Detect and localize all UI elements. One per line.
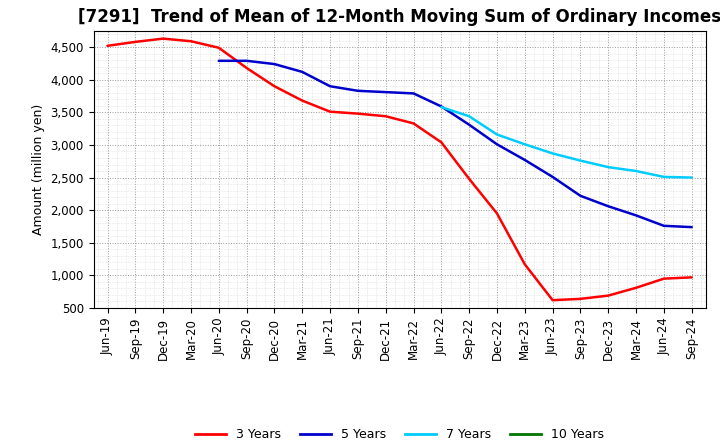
Legend: 3 Years, 5 Years, 7 Years, 10 Years: 3 Years, 5 Years, 7 Years, 10 Years [190, 423, 609, 440]
Title: [7291]  Trend of Mean of 12-Month Moving Sum of Ordinary Incomes: [7291] Trend of Mean of 12-Month Moving … [78, 8, 720, 26]
Y-axis label: Amount (million yen): Amount (million yen) [32, 104, 45, 235]
